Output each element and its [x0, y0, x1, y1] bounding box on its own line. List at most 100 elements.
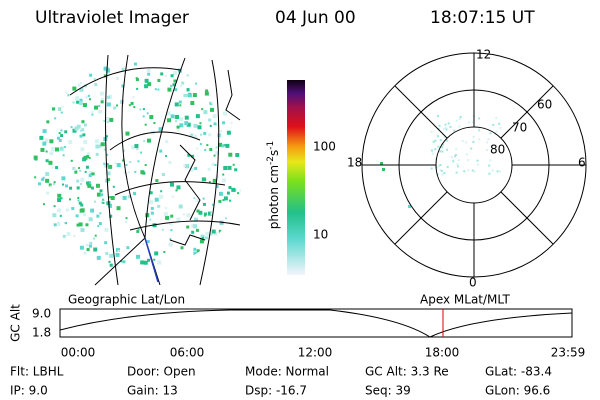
pixel [80, 203, 84, 207]
pixel [79, 87, 84, 92]
pixel [487, 138, 490, 141]
status: Dsp: -16.7 [245, 384, 307, 398]
pixel [93, 247, 98, 252]
pixel [190, 133, 194, 137]
pixel [183, 164, 187, 168]
pixel [226, 191, 230, 195]
pixel [136, 254, 141, 259]
pixel [167, 87, 172, 92]
pixel [80, 228, 85, 233]
pixel [98, 222, 102, 226]
pixel [106, 153, 109, 156]
pixel [150, 206, 154, 210]
pixel [63, 146, 66, 149]
pixel [227, 165, 232, 170]
pixel [222, 173, 225, 176]
pixel [140, 260, 145, 265]
pixel [160, 72, 164, 76]
pixel [437, 115, 440, 118]
pixel [235, 153, 240, 158]
pixel [40, 147, 45, 152]
pixel [439, 163, 442, 166]
pixel [454, 155, 457, 158]
pixel [105, 68, 110, 73]
pixel [142, 242, 145, 245]
pixel [437, 145, 440, 148]
pixel [199, 133, 202, 136]
pixel [190, 101, 195, 106]
pixel [200, 234, 205, 239]
pixel [109, 253, 114, 258]
pixel [99, 189, 103, 193]
pixel [49, 151, 54, 156]
pixel [82, 133, 86, 137]
pixel [195, 228, 199, 232]
pixel [82, 213, 86, 217]
pixel [107, 178, 111, 182]
pixel [76, 100, 80, 104]
pixel [154, 197, 159, 202]
pixel [76, 223, 80, 227]
pixel [458, 125, 461, 128]
pixel [164, 75, 167, 78]
pixel [78, 201, 82, 205]
pixel [109, 263, 113, 267]
pixel [105, 135, 108, 138]
pixel [453, 129, 456, 132]
pixel [161, 173, 165, 177]
pixel [181, 81, 185, 85]
pixel [223, 111, 228, 116]
pixel [88, 156, 91, 159]
pixel [120, 260, 123, 263]
pixel [86, 152, 90, 156]
time-tick: 00:00 [61, 346, 96, 360]
pixel [70, 159, 73, 162]
pixel [178, 100, 182, 104]
pixel [455, 171, 458, 174]
status: IP: 9.0 [10, 384, 48, 398]
pixel [125, 163, 128, 166]
pixel [172, 83, 176, 87]
pixel [75, 96, 80, 101]
time-tick: 18:00 [425, 346, 460, 360]
pixel [62, 154, 65, 157]
pixel [94, 105, 99, 110]
pixel [221, 178, 226, 183]
pixel [198, 210, 203, 215]
pixel [174, 102, 179, 107]
time: 18:07:15 UT [430, 8, 535, 28]
pixel [57, 223, 61, 227]
pixel [457, 159, 460, 162]
pixel [232, 163, 235, 166]
pixel [81, 128, 85, 132]
pixel [209, 124, 212, 127]
pixel [489, 159, 492, 162]
pixel [62, 183, 65, 186]
pixel [237, 192, 240, 195]
pixel [91, 172, 95, 176]
pixel [79, 82, 82, 85]
pixel [136, 87, 139, 90]
pixel [69, 186, 73, 190]
pixel [213, 154, 216, 157]
pixel [443, 136, 446, 139]
pixel [106, 102, 111, 107]
pixel [53, 205, 56, 208]
pixel [46, 191, 50, 195]
pixel [114, 162, 117, 165]
pixel [67, 94, 70, 97]
pixel [125, 217, 128, 220]
pixel [140, 170, 145, 175]
pixel [65, 184, 69, 188]
pixel [170, 84, 173, 87]
pixel [80, 208, 85, 213]
pixel [42, 203, 45, 206]
pixel [75, 214, 79, 218]
colorbar-label: photon cm-2s-1 [266, 141, 281, 230]
pixel [88, 181, 92, 185]
pixel [218, 229, 222, 233]
pixel [196, 249, 200, 253]
pixel [53, 223, 57, 227]
pixel [112, 185, 115, 188]
pixel [467, 121, 470, 124]
